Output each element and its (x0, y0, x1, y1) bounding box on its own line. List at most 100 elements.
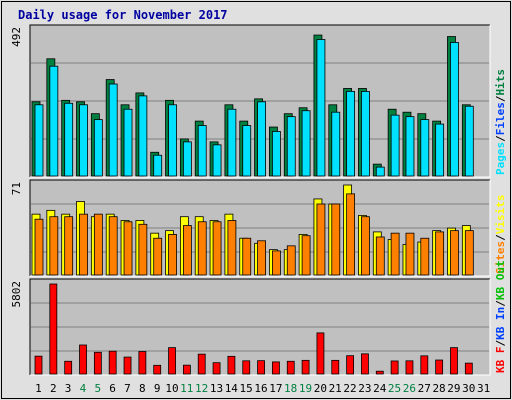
bar-kb-f-day-21 (331, 359, 340, 375)
legend-separator: / (494, 135, 507, 142)
day-label-27: 27 (418, 382, 431, 395)
bar-sites-day-21 (331, 203, 341, 276)
bar-kb-f-day-8 (138, 351, 147, 375)
day-label-9: 9 (154, 382, 161, 395)
axis-max-label-kbytes: 5802 (10, 281, 23, 308)
bar-kb-f-day-5 (93, 351, 102, 375)
bar-pages-day-18 (286, 116, 296, 177)
bar-kb-f-day-11 (182, 364, 191, 375)
bar-kb-f-day-1 (34, 355, 43, 375)
day-label-22: 22 (343, 382, 356, 395)
day-label-29: 29 (447, 382, 460, 395)
bar-sites-day-8 (138, 223, 148, 276)
day-label-1: 1 (35, 382, 42, 395)
day-label-28: 28 (432, 382, 445, 395)
day-label-23: 23 (358, 382, 371, 395)
legend-item-pages: Pages (494, 142, 507, 175)
bar-pages-day-30 (464, 105, 474, 177)
bar-pages-day-21 (331, 111, 341, 177)
bar-pages-day-25 (390, 114, 400, 177)
bar-sites-day-30 (464, 230, 474, 276)
bar-pages-day-29 (450, 42, 459, 177)
day-label-18: 18 (284, 382, 297, 395)
bar-sites-day-14 (227, 220, 237, 276)
bar-sites-day-12 (197, 221, 207, 276)
bar-sites-day-16 (257, 240, 266, 276)
bar-pages-day-27 (420, 119, 430, 177)
bar-pages-day-26 (405, 116, 415, 177)
day-label-7: 7 (124, 382, 131, 395)
bar-kb-f-day-4 (79, 344, 87, 375)
day-label-11: 11 (180, 382, 193, 395)
bar-pages-day-28 (435, 123, 445, 177)
panel-edge-light-hits (30, 25, 491, 178)
bar-kb-f-day-24 (375, 370, 384, 375)
bar-pages-day-14 (227, 108, 237, 177)
bar-sites-day-1 (34, 218, 44, 276)
bar-kb-f-day-29 (450, 347, 458, 375)
axis-max-label-visits: 71 (10, 182, 23, 195)
legend-separator: / (494, 95, 507, 102)
day-label-30: 30 (462, 382, 475, 395)
day-label-14: 14 (225, 382, 239, 395)
legend-item-visits: Visits (494, 195, 507, 235)
bar-pages-day-12 (197, 125, 207, 177)
bar-kb-f-day-16 (257, 360, 265, 375)
bar-pages-day-15 (242, 125, 252, 177)
bar-pages-day-3 (64, 102, 74, 177)
bar-kb-f-day-28 (435, 359, 444, 375)
bar-pages-day-17 (272, 131, 281, 177)
bar-kb-f-day-22 (346, 355, 355, 375)
bar-pages-day-10 (168, 104, 177, 177)
bar-pages-day-22 (346, 91, 356, 177)
panel-edge-light-kbytes (30, 279, 491, 376)
legend-item-hits: Hits (494, 69, 507, 96)
bar-sites-day-26 (405, 232, 415, 276)
bar-kb-f-day-25 (390, 360, 399, 375)
bar-sites-day-2 (49, 216, 59, 276)
bar-pages-day-5 (93, 119, 103, 177)
bar-kb-f-day-3 (64, 360, 73, 375)
bar-kb-f-day-19 (301, 359, 310, 375)
bar-pages-day-2 (49, 65, 59, 177)
day-label-8: 8 (139, 382, 146, 395)
bar-sites-day-17 (272, 250, 281, 276)
day-label-13: 13 (210, 382, 223, 395)
bar-pages-day-16 (257, 101, 266, 177)
legend-item-kb-out: KB Out (494, 260, 507, 300)
bar-pages-day-4 (79, 104, 88, 177)
bar-kb-f-day-30 (464, 362, 473, 375)
legend-visits: Sites/Visits (494, 195, 507, 275)
bar-sites-day-10 (168, 234, 177, 276)
bar-kb-f-day-9 (153, 364, 162, 375)
day-label-15: 15 (240, 382, 253, 395)
bar-kb-f-day-27 (420, 355, 429, 375)
bar-pages-day-23 (361, 91, 370, 177)
bar-sites-day-7 (123, 221, 133, 276)
bar-kb-f-day-6 (108, 350, 117, 375)
day-label-2: 2 (50, 382, 57, 395)
bar-pages-day-6 (108, 83, 118, 177)
legend-item-files: Files (494, 102, 507, 135)
day-label-25: 25 (388, 382, 401, 395)
bar-pages-day-19 (301, 110, 311, 177)
day-label-19: 19 (299, 382, 312, 395)
bar-kb-f-day-10 (168, 347, 176, 375)
bar-sites-day-15 (242, 237, 252, 276)
axis-max-label-hits: 492 (10, 27, 23, 47)
bar-sites-day-24 (375, 236, 385, 276)
bar-sites-day-4 (79, 213, 88, 276)
day-label-4: 4 (80, 382, 87, 395)
bar-sites-day-22 (346, 193, 356, 276)
bar-sites-day-13 (212, 221, 222, 276)
legend-item-kb-f: KB F (494, 347, 507, 374)
day-label-16: 16 (254, 382, 267, 395)
day-label-5: 5 (94, 382, 101, 395)
bar-pages-day-9 (153, 154, 163, 177)
day-label-20: 20 (314, 382, 327, 395)
legend-item-kb-in: KB In (494, 307, 507, 340)
bar-sites-day-28 (435, 231, 445, 276)
